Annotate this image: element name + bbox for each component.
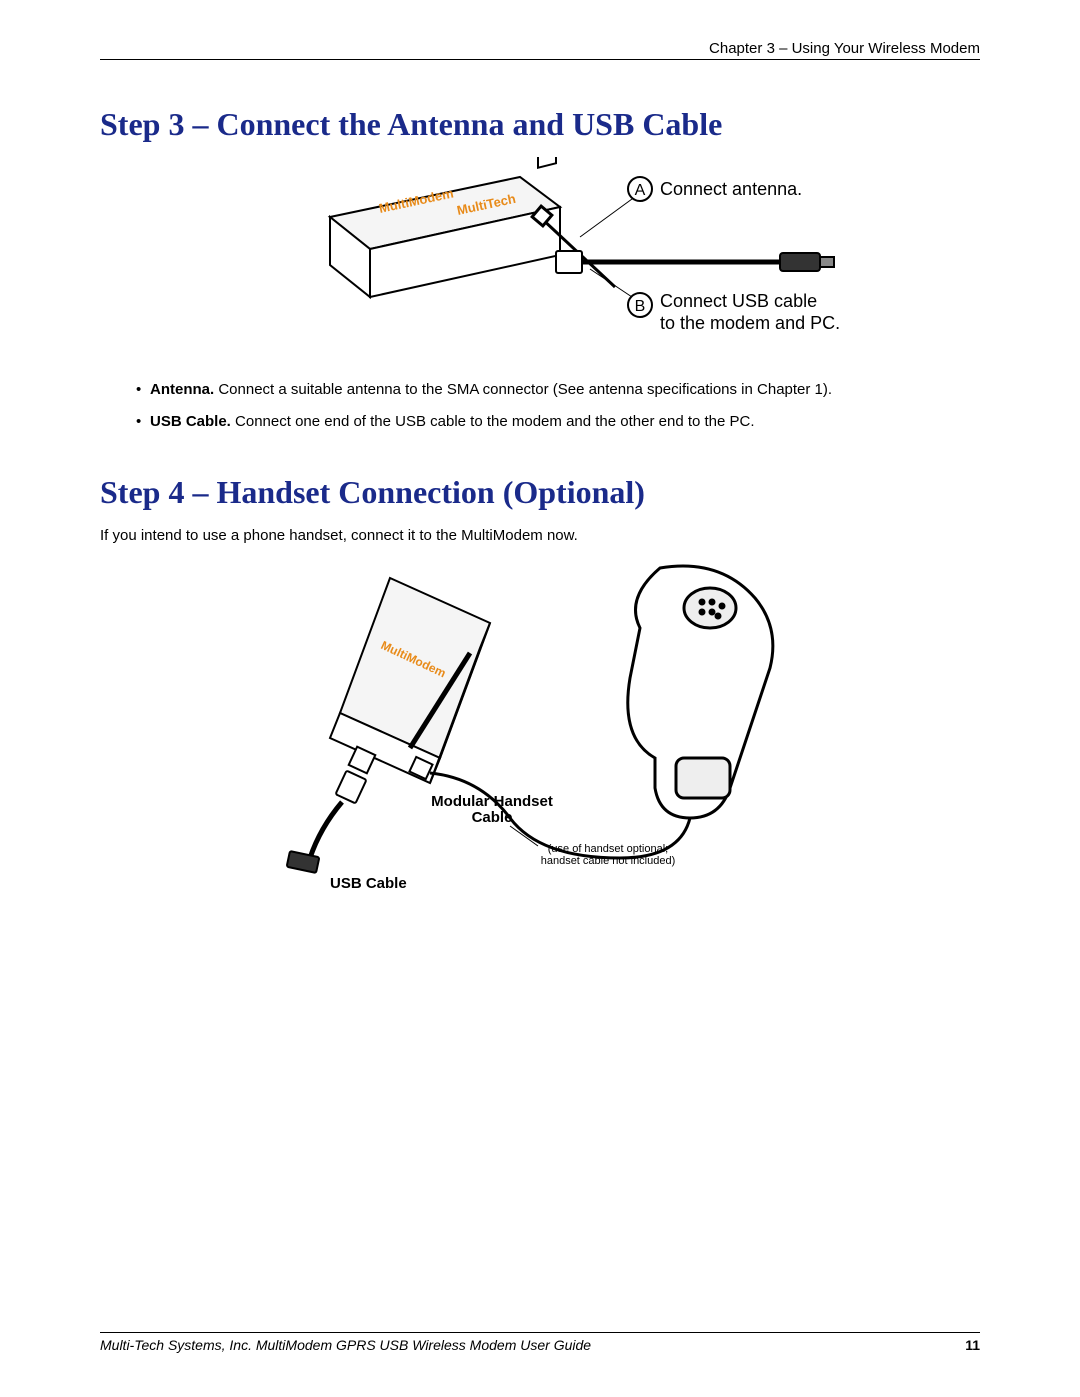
step4-intro: If you intend to use a phone handset, co… [100, 525, 980, 548]
bullet-antenna-text: Connect a suitable antenna to the SMA co… [214, 381, 832, 398]
document-page: Chapter 3 – Using Your Wireless Modem St… [0, 0, 1080, 1397]
label-a-letter: A [635, 182, 646, 199]
label-b-letter: B [635, 298, 646, 315]
chapter-label: Chapter 3 – Using Your Wireless Modem [709, 40, 980, 57]
handset-note-l1: (use of handset optional; [548, 843, 668, 855]
bullet-antenna: Antenna. Connect a suitable antenna to t… [136, 377, 980, 403]
bullet-usb: USB Cable. Connect one end of the USB ca… [136, 409, 980, 435]
bullet-antenna-label: Antenna. [150, 381, 214, 398]
bullet-usb-text: Connect one end of the USB cable to the … [231, 413, 755, 430]
page-header: Chapter 3 – Using Your Wireless Modem [100, 40, 980, 60]
handset-diagram: MultiModem USB Cable [260, 558, 820, 898]
label-a-text: Connect antenna. [660, 179, 802, 199]
step3-figure: MultiModem MultiTech A Connect antenna. [100, 157, 980, 357]
footer-text: Multi-Tech Systems, Inc. MultiModem GPRS… [100, 1337, 591, 1353]
label-b-text-l2: to the modem and PC. [660, 313, 840, 333]
step4-heading: Step 4 – Handset Connection (Optional) [100, 474, 980, 511]
step3-heading: Step 3 – Connect the Antenna and USB Cab… [100, 106, 980, 143]
bullet-usb-label: USB Cable. [150, 413, 231, 430]
step3-bullets: Antenna. Connect a suitable antenna to t… [136, 377, 980, 434]
page-footer: Multi-Tech Systems, Inc. MultiModem GPRS… [100, 1332, 980, 1353]
usb-cable-label: USB Cable [330, 875, 407, 892]
page-number: 11 [965, 1337, 980, 1353]
handset-cable-label-l1: Modular Handset [431, 793, 553, 810]
handset-cable-label-l2: Cable [472, 809, 513, 826]
handset-note-l2: handset cable not included) [541, 855, 676, 867]
label-b-text-l1: Connect USB cable [660, 291, 817, 311]
step4-figure: MultiModem USB Cable [100, 558, 980, 898]
antenna-usb-diagram: MultiModem MultiTech A Connect antenna. [220, 157, 860, 357]
